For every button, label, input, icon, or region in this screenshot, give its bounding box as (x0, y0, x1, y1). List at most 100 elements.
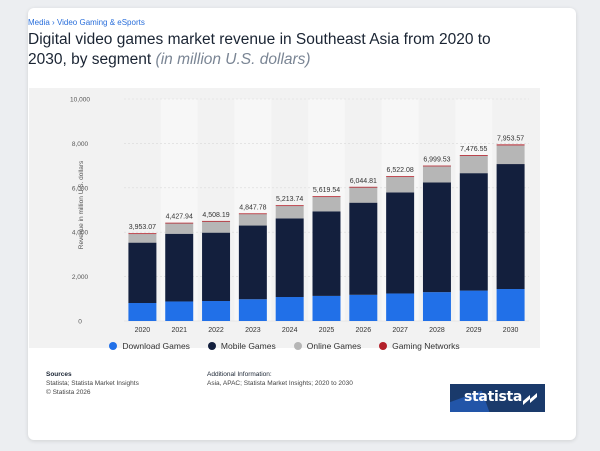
bar-segment (202, 301, 231, 321)
total-data-label: 4,427.94 (166, 214, 193, 221)
bar-segment (312, 196, 341, 198)
bar-segment (349, 294, 378, 321)
x-tick-label: 2020 (135, 327, 151, 334)
additional-info-line: Asia, APAC; Statista Market Insights; 20… (207, 380, 353, 387)
breadcrumb-child-link[interactable]: Video Gaming & eSports (56, 18, 145, 27)
legend-item[interactable]: Gaming Networks (379, 341, 460, 351)
bar-segment (165, 223, 194, 234)
bar-segment (312, 295, 341, 321)
total-data-label: 4,847.78 (239, 204, 266, 211)
bar-segment (422, 165, 451, 167)
total-data-label: 5,619.54 (313, 187, 340, 194)
x-tick-label: 2026 (356, 327, 372, 334)
legend-swatch (109, 342, 118, 350)
bar-segment (128, 233, 157, 243)
bar-segment (312, 196, 341, 212)
y-tick-label: 2,000 (72, 274, 89, 281)
total-data-label: 4,508.19 (202, 212, 229, 219)
bar-segment (238, 214, 267, 226)
x-tick-label: 2023 (245, 327, 261, 334)
bar-segment (202, 221, 231, 233)
bar-segment (349, 187, 378, 203)
x-tick-label: 2024 (282, 327, 298, 334)
total-data-label: 5,213.74 (276, 196, 303, 203)
sources-heading: Sources (46, 371, 72, 378)
bar-segment (459, 290, 488, 321)
legend-item[interactable]: Online Games (293, 341, 362, 351)
legend-label: Download Games (122, 341, 190, 351)
legend-swatch (379, 342, 388, 350)
bar-segment (459, 155, 488, 174)
bar-segment (386, 176, 415, 178)
total-data-label: 7,953.57 (497, 135, 524, 142)
bar-segment (275, 205, 304, 219)
x-tick-label: 2029 (466, 327, 482, 334)
legend-swatch (207, 342, 216, 350)
x-tick-label: 2021 (171, 327, 187, 334)
bar-segment (238, 299, 267, 321)
bar-segment (496, 144, 525, 146)
breadcrumb: Media › Video Gaming & eSports (28, 18, 145, 27)
bar-segment (128, 233, 157, 235)
page-title: Digital video games market revenue in So… (28, 30, 528, 70)
bar-segment (422, 182, 451, 293)
x-tick-label: 2028 (429, 327, 445, 334)
additional-info-block: Additional Information: Asia, APAC; Stat… (207, 370, 353, 388)
sources-line: Statista; Statista Market Insights (46, 380, 139, 387)
bar-segment (459, 173, 488, 291)
bar-segment (422, 292, 451, 321)
chart-legend: Download Games Mobile Games Online Games Ga… (29, 341, 540, 351)
copyright-line: © Statista 2026 (46, 389, 91, 396)
statista-logo[interactable]: statista (450, 384, 545, 412)
bar-segment (386, 293, 415, 321)
chart-title-unit: (in million U.S. dollars) (155, 51, 311, 68)
legend-item[interactable]: Download Games (109, 341, 190, 351)
bar-segment (349, 186, 378, 188)
bar-segment (422, 166, 451, 183)
bar-segment (165, 301, 194, 321)
bar-segment (202, 232, 231, 302)
bar-segment (386, 176, 415, 193)
statista-mark-icon (523, 393, 537, 405)
bar-segment (459, 155, 488, 156)
breadcrumb-separator: › (52, 18, 55, 27)
x-tick-label: 2022 (208, 327, 224, 334)
total-data-label: 6,999.53 (423, 157, 450, 164)
y-tick-label: 4,000 (72, 230, 89, 237)
legend-item[interactable]: Mobile Games (207, 341, 276, 351)
total-data-label: 6,044.81 (350, 178, 377, 185)
total-data-label: 3,953.07 (129, 224, 156, 231)
x-tick-label: 2030 (503, 327, 519, 334)
bar-segment (312, 211, 341, 296)
bar-segment (128, 303, 157, 321)
legend-swatch (293, 342, 302, 350)
bar-segment (275, 205, 304, 207)
x-tick-label: 2025 (319, 327, 335, 334)
additional-info-heading: Additional Information: (207, 371, 272, 378)
bar-chart: 0 2,000 4,000 6,000 8,000 10,000 Revenue in mi… (70, 97, 529, 334)
bar-segment (496, 164, 525, 290)
y-tick-label: 6,000 (72, 185, 89, 192)
bar-segment (128, 242, 157, 304)
sources-block: Sources Statista; Statista Market Insigh… (46, 370, 139, 397)
bar-segment (496, 289, 525, 321)
y-tick-label: 0 (78, 319, 82, 326)
bar-segment (275, 297, 304, 321)
total-data-label: 7,476.55 (460, 146, 487, 153)
bar-segment (349, 202, 378, 295)
bar-segment (275, 218, 304, 298)
bar-segment (386, 192, 415, 294)
y-axis-title: Revenue in million U.S. dollars (78, 160, 85, 249)
legend-label: Mobile Games (220, 341, 276, 351)
logo-text: statista (464, 389, 523, 405)
total-data-label: 6,522.08 (387, 167, 414, 174)
x-tick-label: 2027 (392, 327, 408, 334)
bar-segment (238, 225, 267, 300)
legend-label: Online Games (306, 341, 362, 351)
y-tick-label: 10,000 (70, 97, 90, 104)
y-tick-label: 8,000 (72, 141, 89, 148)
bar-segment (165, 233, 194, 302)
chart-title: Digital video games market revenue in So… (28, 31, 491, 68)
breadcrumb-parent-link[interactable]: Media (28, 18, 50, 27)
bar-segment (165, 222, 194, 224)
